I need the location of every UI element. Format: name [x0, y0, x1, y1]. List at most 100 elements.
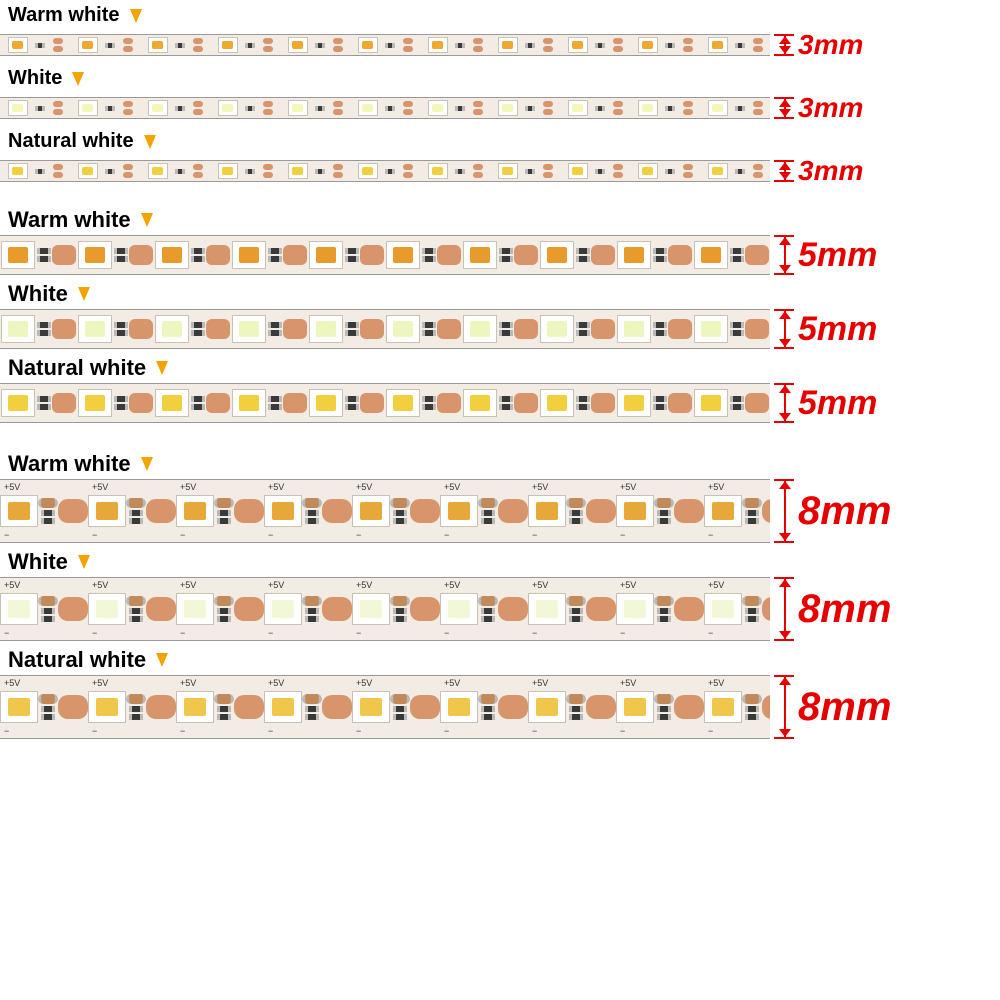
- smd-group: [191, 396, 205, 410]
- led-chip: [352, 593, 390, 625]
- dimension-annotation: 8mm: [780, 577, 891, 641]
- led-die: [239, 395, 259, 411]
- smd-capacitor: [126, 498, 146, 508]
- pcb-voltage-text: +5V: [92, 482, 108, 492]
- color-temp-label-line: Warm white: [0, 451, 1000, 477]
- strip-segment: [77, 384, 154, 422]
- smd-resistor: [217, 714, 231, 720]
- smd-resistor: [481, 510, 495, 516]
- led-chip: [218, 37, 238, 53]
- color-temp-label: White: [8, 281, 68, 307]
- led-chip: [309, 389, 343, 417]
- smd-resistor: [41, 510, 55, 516]
- color-temp-label-line: White: [0, 549, 1000, 575]
- pcb-minus-text: −: [620, 628, 625, 638]
- led-chip: [638, 100, 658, 116]
- copper-pad: [498, 695, 528, 719]
- smd-resistor: [745, 714, 759, 720]
- smd-resistor: [35, 169, 45, 174]
- led-chip: [617, 315, 651, 343]
- smd-resistor: [217, 510, 231, 516]
- copper-pad: [437, 245, 461, 265]
- copper-pad: [129, 393, 153, 413]
- color-temp-label-line: Natural white: [0, 130, 1000, 153]
- strip-segment: [560, 161, 630, 181]
- strip-segment: +5V−: [704, 676, 770, 738]
- smd-resistor: [422, 322, 436, 328]
- strip-segment: [462, 236, 539, 274]
- led-die: [624, 395, 644, 411]
- strip-segment: [210, 35, 280, 55]
- smd-group: [214, 694, 234, 720]
- strip-wrap: 3mm: [0, 29, 1000, 61]
- smd-group: [302, 498, 322, 524]
- smd-capacitor: [390, 694, 410, 704]
- copper-pad: [613, 101, 623, 115]
- smd-group: [114, 322, 128, 336]
- smd-resistor: [393, 714, 407, 720]
- copper-pad: [206, 319, 230, 339]
- strip-segment: [154, 384, 231, 422]
- strip-segment: [280, 35, 350, 55]
- copper-pad: [543, 38, 553, 52]
- smd-group: [576, 248, 590, 262]
- smd-group: [390, 694, 410, 720]
- pcb-minus-text: −: [4, 628, 9, 638]
- smd-group: [114, 396, 128, 410]
- smd-resistor: [499, 256, 513, 262]
- led-strip: [0, 235, 770, 275]
- dimension-label: 3mm: [798, 155, 863, 187]
- smd-group: [38, 596, 58, 622]
- smd-resistor: [499, 248, 513, 254]
- pcb-voltage-text: +5V: [620, 482, 636, 492]
- led-chip: [694, 389, 728, 417]
- smd-resistor: [191, 404, 205, 410]
- smd-capacitor: [390, 596, 410, 606]
- smd-resistor: [345, 248, 359, 254]
- led-chip: [498, 37, 518, 53]
- smd-group: [345, 322, 359, 336]
- smd-resistor: [129, 518, 143, 524]
- led-chip: [78, 100, 98, 116]
- dimension-bracket-icon: [780, 34, 790, 56]
- smd-resistor: [653, 404, 667, 410]
- led-chip: [528, 691, 566, 723]
- smd-resistor: [481, 518, 495, 524]
- smd-resistor: [37, 330, 51, 336]
- smd-resistor: [393, 518, 407, 524]
- led-strip: [0, 309, 770, 349]
- led-chip: [704, 593, 742, 625]
- smd-capacitor: [566, 498, 586, 508]
- smd-resistor: [114, 256, 128, 262]
- smd-resistor: [305, 706, 319, 712]
- smd-resistor: [191, 330, 205, 336]
- smd-group: [654, 498, 674, 524]
- smd-capacitor: [302, 596, 322, 606]
- smd-group: [576, 396, 590, 410]
- dimension-label: 8mm: [798, 685, 891, 730]
- led-die: [642, 167, 653, 176]
- led-die: [470, 321, 490, 337]
- smd-resistor: [114, 248, 128, 254]
- led-die: [547, 321, 567, 337]
- group-spacer: [0, 193, 1000, 207]
- led-die: [316, 247, 336, 263]
- led-chip: [264, 691, 302, 723]
- strip-segment: +5V−: [352, 578, 440, 640]
- copper-pad: [206, 393, 230, 413]
- strip-segment: [630, 161, 700, 181]
- smd-group: [268, 322, 282, 336]
- copper-pad: [53, 164, 63, 178]
- led-chip: [232, 389, 266, 417]
- smd-group: [214, 596, 234, 622]
- color-temp-label-line: White: [0, 67, 1000, 90]
- led-die: [152, 41, 163, 50]
- smd-group: [654, 596, 674, 622]
- strip-row: Natural white3mm: [0, 130, 1000, 187]
- pcb-minus-text: −: [532, 628, 537, 638]
- smd-group: [478, 596, 498, 622]
- led-die: [184, 698, 206, 717]
- smd-resistor: [730, 330, 744, 336]
- pcb-voltage-text: +5V: [620, 580, 636, 590]
- dimension-annotation: 5mm: [780, 383, 877, 423]
